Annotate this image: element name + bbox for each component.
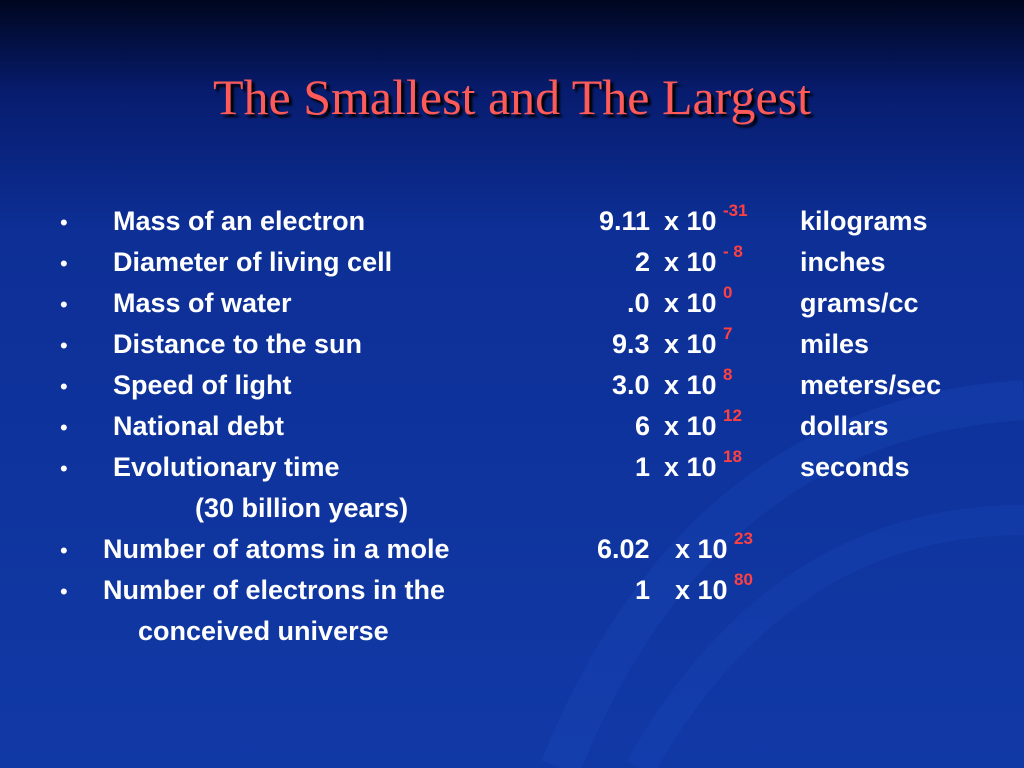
mantissa: .0 (627, 288, 650, 318)
item-label: Number of electrons in the (103, 575, 446, 605)
bullet: • (60, 415, 68, 440)
bullet: • (60, 538, 68, 563)
mantissa: 9.3 (612, 329, 650, 359)
unit: meters/sec (800, 370, 942, 400)
note: (30 billion years) (195, 493, 409, 523)
exponent: 80 (734, 570, 753, 589)
mantissa: 2 (635, 247, 651, 277)
unit: miles (800, 329, 870, 359)
exponent: 0 (723, 283, 733, 302)
mantissa: 1 (635, 575, 651, 605)
item-label: Mass of an electron (113, 206, 366, 236)
base: x 10 (664, 411, 717, 441)
base: x 10 (675, 534, 728, 564)
unit: dollars (800, 411, 889, 441)
bullet: • (60, 579, 68, 604)
base: x 10 (664, 370, 717, 400)
item-label: Evolutionary time (113, 452, 340, 482)
bullet: • (60, 251, 68, 276)
exponent: 18 (723, 447, 742, 466)
item-label: Speed of light (113, 370, 292, 400)
item-label: National debt (113, 411, 285, 441)
mantissa: 6.02 (597, 534, 650, 564)
exponent: 23 (734, 529, 753, 548)
base: x 10 (664, 247, 717, 277)
item-label: Mass of water (113, 288, 292, 318)
unit: inches (800, 247, 886, 277)
bullet: • (60, 210, 68, 235)
title: The Smallest and The Largest (213, 69, 811, 125)
exponent: - 8 (723, 242, 743, 261)
base: x 10 (675, 575, 728, 605)
bullet: • (60, 456, 68, 481)
exponent: 7 (723, 324, 733, 343)
unit: kilograms (800, 206, 928, 236)
item-label: Diameter of living cell (113, 247, 393, 277)
bullet: • (60, 374, 68, 399)
base: x 10 (664, 452, 717, 482)
bullet: • (60, 292, 68, 317)
base: x 10 (664, 206, 717, 236)
base: x 10 (664, 288, 717, 318)
bullet: • (60, 333, 68, 358)
arc (626, 505, 1024, 768)
mantissa: 3.0 (612, 370, 650, 400)
arc (541, 380, 1024, 768)
mantissa: 6 (635, 411, 651, 441)
item-label: Distance to the sun (113, 329, 363, 359)
exponent: 8 (723, 365, 733, 384)
mantissa: 9.11 (599, 206, 651, 236)
unit: grams/cc (800, 288, 919, 318)
note: conceived universe (138, 616, 389, 646)
base: x 10 (664, 329, 717, 359)
item-label: Number of atoms in a mole (103, 534, 450, 564)
exponent: -31 (723, 201, 748, 220)
exponent: 12 (723, 406, 742, 425)
unit: seconds (800, 452, 910, 482)
mantissa: 1 (635, 452, 651, 482)
